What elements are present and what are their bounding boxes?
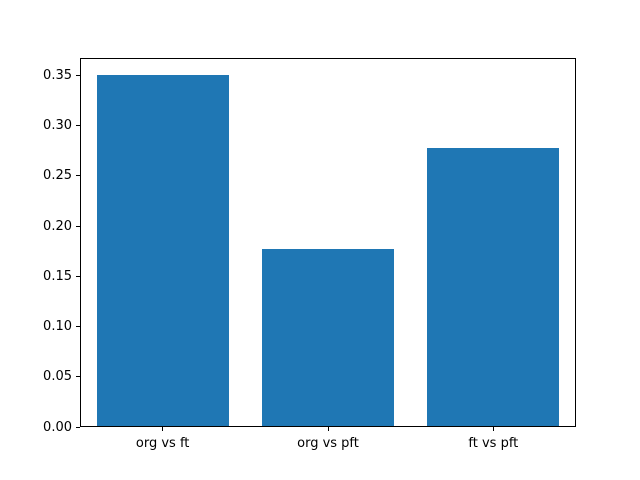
bar-ft-vs-pft <box>427 147 560 426</box>
y-axis-tick-mark <box>76 275 80 277</box>
y-axis-tick-label: 0.15 <box>43 268 72 284</box>
y-axis-tick-mark <box>76 426 80 428</box>
y-axis-tick-mark <box>76 326 80 328</box>
y-axis-tick-label: 0.20 <box>43 218 72 234</box>
y-axis-tick-label: 0.25 <box>43 168 72 184</box>
y-axis-tick-label: 0.35 <box>43 68 72 84</box>
y-axis-tick-mark <box>76 225 80 227</box>
x-axis-tick-label: org vs pft <box>297 436 359 451</box>
x-axis-tick-label: org vs ft <box>135 436 190 451</box>
y-axis-tick-label: 0.00 <box>43 419 72 435</box>
y-axis-tick-mark <box>76 376 80 378</box>
x-axis-tick-label: ft vs pft <box>468 436 519 451</box>
y-axis-tick-mark <box>76 175 80 177</box>
bar-org-vs-ft <box>96 74 229 426</box>
x-axis-tick-mark <box>327 427 329 431</box>
x-axis-tick-mark <box>492 427 494 431</box>
y-axis-tick-label: 0.05 <box>43 369 72 385</box>
y-axis-tick-mark <box>76 75 80 77</box>
plot-area <box>80 58 576 427</box>
x-axis-tick-mark <box>162 427 164 431</box>
y-axis-tick-label: 0.10 <box>43 319 72 335</box>
y-axis-tick-mark <box>76 125 80 127</box>
y-axis-tick-label: 0.30 <box>43 118 72 134</box>
bar-org-vs-pft <box>261 249 395 426</box>
